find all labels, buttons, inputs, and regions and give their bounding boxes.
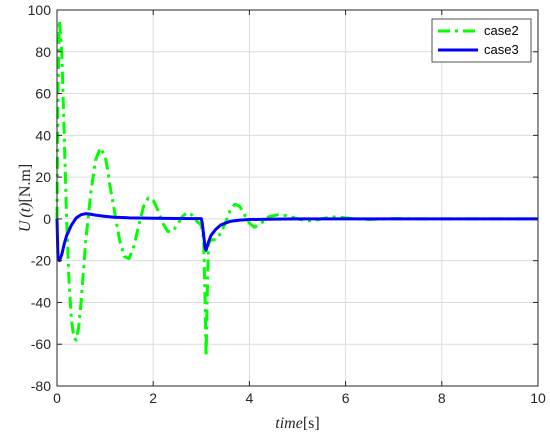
x-tick-label: 2 bbox=[149, 390, 157, 406]
y-axis-title: U (t)[N.m] bbox=[17, 164, 34, 232]
y-tick-label: -40 bbox=[31, 294, 51, 310]
x-axis-title: time[s] bbox=[275, 415, 319, 432]
y-axis-var: U bbox=[17, 219, 34, 232]
y-tick-label: -60 bbox=[31, 336, 51, 352]
y-tick-label: -80 bbox=[31, 378, 51, 394]
x-tick-label: 10 bbox=[530, 390, 546, 406]
plot-frame bbox=[56, 9, 539, 387]
y-tick-label: 20 bbox=[35, 169, 51, 185]
y-tick-label: 0 bbox=[43, 211, 51, 227]
x-tick-label: 4 bbox=[246, 390, 254, 406]
x-tick-label: 6 bbox=[342, 390, 350, 406]
plot-area bbox=[57, 10, 538, 386]
x-tick-label: 8 bbox=[438, 390, 446, 406]
x-tick-label: 0 bbox=[53, 390, 61, 406]
y-tick-label: -20 bbox=[31, 253, 51, 269]
series-line-case3 bbox=[55, 212, 538, 263]
y-tick-label: 80 bbox=[35, 44, 51, 60]
legend-label-case2: case2 bbox=[484, 23, 519, 38]
legend: case2 case3 bbox=[431, 18, 532, 63]
legend-label-case3: case3 bbox=[484, 42, 519, 57]
y-axis-unit: [N.m] bbox=[17, 164, 34, 203]
x-axis-unit: [s] bbox=[303, 415, 320, 432]
y-tick-label: 100 bbox=[28, 2, 52, 18]
series-layer bbox=[55, 18, 538, 359]
y-axis-arg: (t) bbox=[17, 202, 34, 217]
y-tick-label: 60 bbox=[35, 86, 51, 102]
ticks: 0 2 4 6 8 10 -80 -60 -40 -20 0 20 40 60 80 100 bbox=[28, 2, 546, 406]
y-tick-label: 40 bbox=[35, 127, 51, 143]
legend-box bbox=[431, 18, 532, 63]
x-axis-var: time bbox=[275, 415, 303, 432]
